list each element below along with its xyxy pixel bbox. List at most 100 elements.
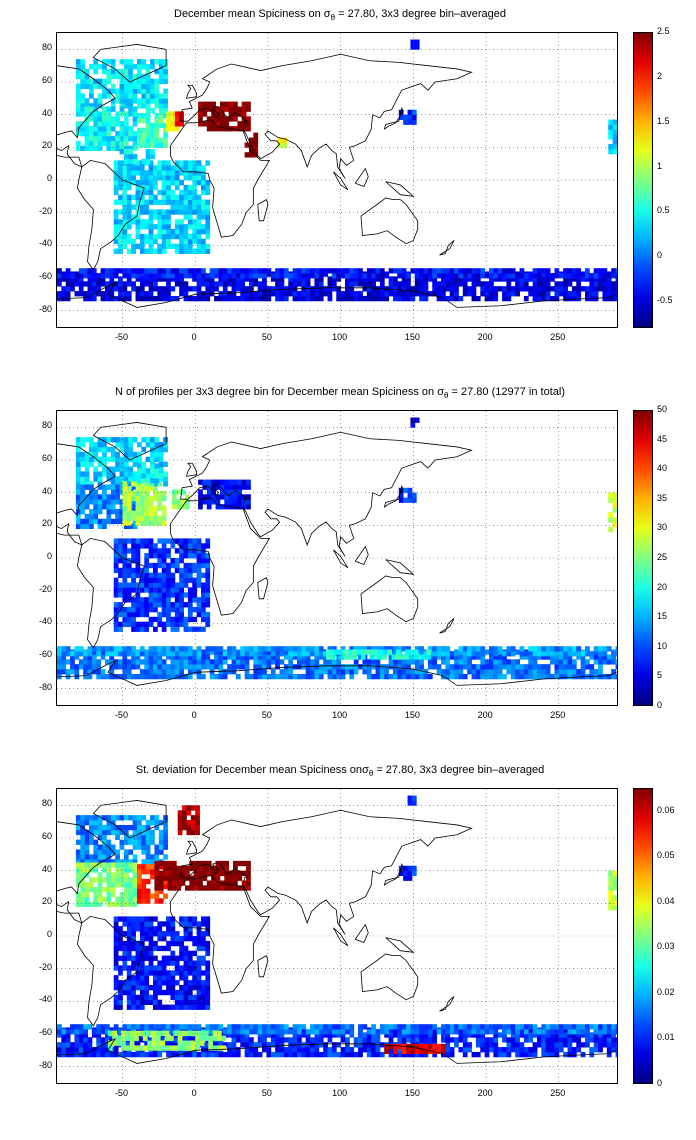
- data-bin: [135, 607, 141, 613]
- data-bin: [163, 108, 168, 114]
- data-bin: [96, 1042, 102, 1048]
- data-bin: [576, 1032, 582, 1038]
- data-bin: [126, 1042, 132, 1048]
- data-bin: [144, 985, 150, 991]
- data-bin: [270, 273, 276, 279]
- data-bin: [593, 295, 599, 302]
- colorbar-tick-label: 40: [657, 463, 668, 474]
- data-bin: [161, 510, 167, 516]
- colorbar-tick-label: 0.5: [657, 205, 670, 216]
- data-bin: [195, 810, 200, 816]
- data-bin: [153, 1051, 158, 1058]
- data-bin: [57, 273, 62, 279]
- coastline: [257, 199, 269, 222]
- data-bin: [244, 1051, 250, 1058]
- data-bin: [128, 442, 134, 448]
- data-bin: [515, 1047, 520, 1053]
- data-bin: [589, 276, 595, 282]
- data-bin: [153, 654, 158, 660]
- data-bin: [97, 476, 103, 482]
- data-bin: [84, 481, 90, 487]
- data-bin: [157, 654, 163, 660]
- data-bin: [615, 664, 617, 670]
- data-bin: [150, 59, 155, 65]
- data-bin: [61, 1037, 67, 1043]
- data-bin: [170, 970, 176, 976]
- data-bin: [318, 673, 324, 680]
- x-tick-label: 50: [261, 710, 272, 720]
- data-bin: [144, 587, 150, 593]
- data-bin: [187, 916, 193, 922]
- data-bin: [288, 654, 294, 660]
- data-bin: [445, 659, 451, 665]
- coastline: [57, 65, 116, 168]
- data-bin: [489, 281, 494, 287]
- data-bin: [150, 873, 155, 880]
- data-bin: [224, 121, 230, 127]
- data-bin: [374, 649, 379, 655]
- data-bin: [201, 238, 206, 245]
- data-bin: [109, 281, 115, 287]
- data-bin: [467, 659, 472, 665]
- data-bin: [158, 880, 164, 886]
- data-bin: [371, 291, 376, 297]
- data-bin: [406, 281, 411, 287]
- colorbar-tick-label: 25: [657, 552, 668, 562]
- data-bin: [122, 224, 128, 230]
- data-bin: [228, 111, 234, 117]
- data-bin: [183, 229, 189, 235]
- data-bin: [110, 882, 116, 888]
- data-bin: [148, 921, 154, 927]
- data-bin: [519, 273, 525, 279]
- data-bin: [100, 276, 106, 282]
- data-bin: [161, 669, 167, 675]
- data-bin: [122, 194, 128, 200]
- data-bin: [153, 582, 158, 588]
- data-bin: [137, 451, 142, 458]
- data-bin: [87, 1037, 93, 1043]
- data-bin: [145, 898, 151, 904]
- data-bin: [227, 1032, 232, 1038]
- data-bin: [97, 83, 103, 89]
- data-bin: [419, 268, 424, 274]
- data-bin: [192, 180, 198, 186]
- data-bin: [113, 281, 119, 287]
- data-bin: [270, 651, 276, 657]
- data-bin: [70, 1042, 75, 1048]
- data-bin: [150, 93, 155, 99]
- data-bin: [339, 654, 344, 660]
- data-bin: [145, 137, 151, 143]
- data-bin: [219, 494, 225, 500]
- data-bin: [345, 1042, 350, 1048]
- data-bin: [102, 442, 107, 448]
- data-bin: [462, 1051, 468, 1058]
- data-bin: [148, 248, 154, 254]
- data-bin: [180, 504, 186, 510]
- data-bin: [571, 669, 577, 675]
- data-bin: [318, 295, 324, 302]
- data-bin: [123, 111, 129, 117]
- data-bin: [144, 562, 150, 569]
- data-bin: [110, 121, 116, 127]
- data-bin: [187, 553, 193, 559]
- data-bin: [157, 1004, 163, 1010]
- data-bin: [206, 101, 212, 107]
- x-tick-label: 200: [477, 332, 493, 342]
- data-bin: [128, 901, 134, 907]
- data-bin: [183, 233, 189, 240]
- data-bin: [237, 860, 243, 867]
- data-bin: [161, 659, 167, 665]
- data-bin: [305, 646, 311, 652]
- data-bin: [78, 664, 84, 670]
- data-bin: [93, 131, 99, 137]
- data-bin: [153, 214, 158, 220]
- data-bin: [126, 500, 132, 507]
- data-bin: [563, 1042, 568, 1048]
- data-bin: [102, 887, 107, 893]
- data-bin: [371, 286, 376, 292]
- y-tick-label: -60: [38, 649, 52, 659]
- data-bin: [379, 276, 385, 282]
- data-bin: [493, 1047, 499, 1053]
- data-bin: [139, 999, 145, 1005]
- data-bin: [510, 1032, 516, 1038]
